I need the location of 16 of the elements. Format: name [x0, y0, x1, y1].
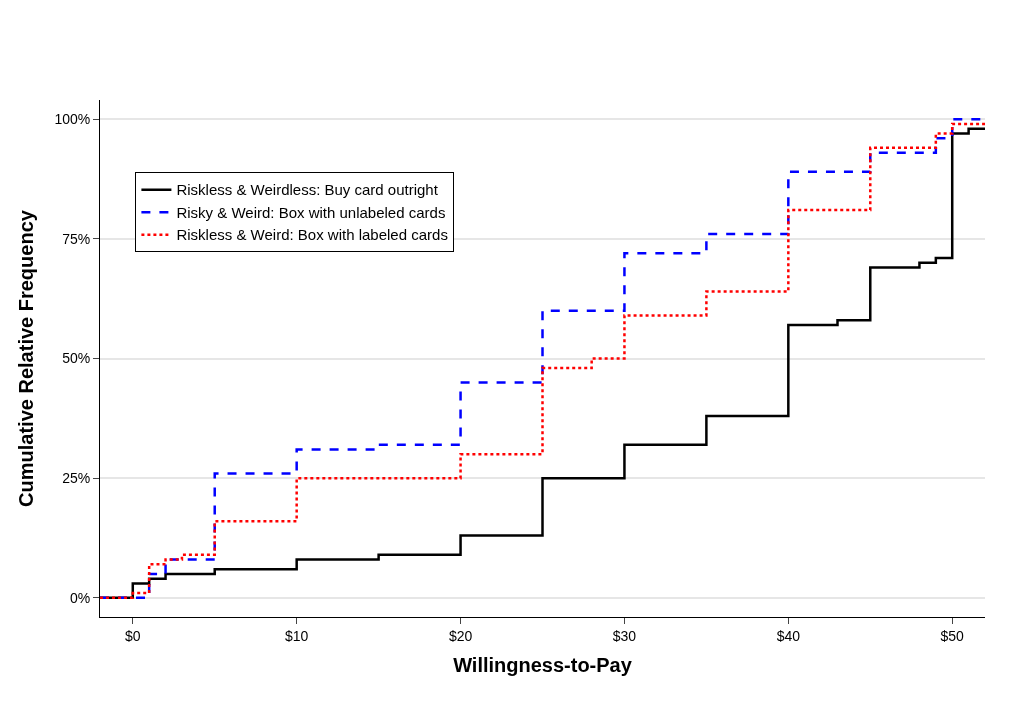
y-tick-label: 100% — [54, 111, 91, 128]
x-tick-label: $50 — [940, 627, 965, 644]
legend-label: Risky & Weird: Box with unlabeled cards — [176, 203, 446, 221]
y-tick-label: 50% — [62, 350, 91, 367]
y-tick-label: 75% — [62, 230, 91, 247]
legend-label: Riskless & Weird: Box with labeled cards — [176, 226, 448, 244]
x-axis-title: Willingness-to-Pay — [453, 654, 633, 677]
x-tick-label: $30 — [612, 627, 637, 644]
x-tick-label: $0 — [124, 627, 141, 644]
x-tick-label: $10 — [284, 627, 309, 644]
x-tick-label: $40 — [776, 627, 801, 644]
y-axis-title: Cumulative Relative Frequency — [14, 209, 37, 507]
y-tick-label: 25% — [62, 470, 91, 487]
y-tick-label: 0% — [69, 589, 91, 606]
legend-label: Riskless & Weirdless: Buy card outright — [176, 181, 439, 199]
x-tick-label: $20 — [448, 627, 473, 644]
